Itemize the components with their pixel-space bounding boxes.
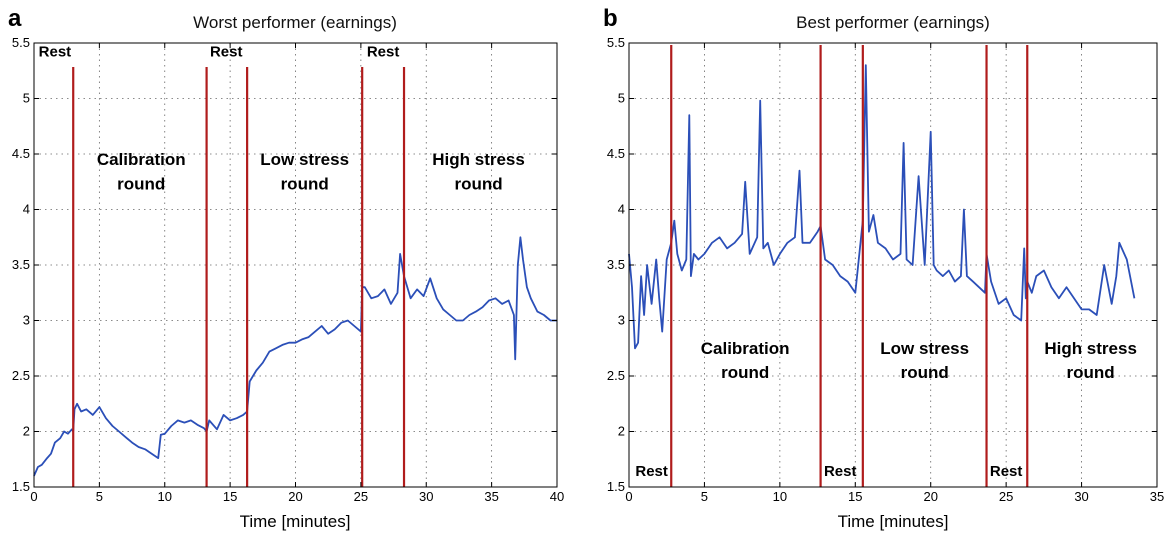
panel-b-xtick-label: 15 [848,489,862,504]
panel-b-ytick-label: 3 [618,313,625,328]
panel-b-ytick-label: 2.5 [607,368,625,383]
panel-a-title: Worst performer (earnings) [193,13,397,32]
panel-a-ytick-label: 2.5 [12,368,30,383]
panel-b-xtick-label: 5 [701,489,708,504]
panel-a-region-label: Calibration [97,150,186,169]
panel-a-xtick-label: 20 [288,489,302,504]
panel-b-ytick-label: 2 [618,424,625,439]
panel-b-xlabel: Time [minutes] [838,512,949,531]
panel-a-rest-label: Rest [210,43,243,60]
panel-b-xtick-label: 30 [1074,489,1088,504]
panel-a-ytick-label: 5.5 [12,35,30,50]
panel-a-region-label: round [117,175,165,194]
panel-b-xtick-label: 20 [923,489,937,504]
panel-a-xtick-label: 40 [550,489,564,504]
panel-a-chart: a Worst performer (earnings) Time [minut… [8,5,564,531]
panel-b-rest-label: Rest [990,463,1023,480]
panel-a-rest-label: Rest [367,43,400,60]
panel-b-ytick-label: 3.5 [607,257,625,272]
panel-b-ytick-label: 4.5 [607,146,625,161]
panel-a-ytick-label: 5 [23,91,30,106]
panel-a-region-label: round [281,175,329,194]
panel-b-ytick-label: 4 [618,202,625,217]
panel-b-rest-label: Rest [824,463,857,480]
panel-a-xtick-label: 5 [96,489,103,504]
panel-a-xtick-label: 30 [419,489,433,504]
panel-a-rest-label: Rest [39,43,72,60]
panel-b-region-label: round [901,363,949,382]
panel-a-region-label: Low stress [260,150,349,169]
panel-a-xtick-label: 0 [30,489,37,504]
panel-b-ytick-label: 5.5 [607,35,625,50]
panel-b-region-label: round [1067,363,1115,382]
panel-a-xtick-label: 25 [354,489,368,504]
panel-a-xtick-label: 15 [223,489,237,504]
panel-a-region-label: High stress [432,150,525,169]
panel-a-xtick-label: 10 [158,489,172,504]
panel-a-xtick-label: 35 [484,489,498,504]
panel-a-letter: a [8,5,22,32]
panel-b-ytick-label: 1.5 [607,479,625,494]
panel-b-region-label: Calibration [701,339,790,358]
panel-a-ytick-label: 4 [23,202,30,217]
panel-a-region-label: round [454,175,502,194]
panel-b-region-label: Low stress [880,339,969,358]
panel-b-xtick-label: 25 [999,489,1013,504]
panel-b-series-line [629,65,1134,348]
panel-a-ytick-label: 1.5 [12,479,30,494]
panel-b-rest-label: Rest [635,463,668,480]
panel-b-region-label: round [721,363,769,382]
panel-b-title: Best performer (earnings) [796,13,990,32]
panel-a-ytick-label: 3 [23,313,30,328]
panel-b-xtick-label: 35 [1150,489,1164,504]
panel-a-ytick-label: 2 [23,424,30,439]
panel-b-ytick-label: 5 [618,91,625,106]
panel-b-letter: b [603,5,618,32]
panel-a-xlabel: Time [minutes] [240,512,351,531]
panel-b-chart: b Best performer (earnings) Time [minute… [603,5,1164,531]
panel-a-ytick-label: 4.5 [12,146,30,161]
panel-b-region-label: High stress [1044,339,1137,358]
panel-b-xtick-label: 10 [773,489,787,504]
panel-b-xtick-label: 0 [625,489,632,504]
panel-a-ytick-label: 3.5 [12,257,30,272]
